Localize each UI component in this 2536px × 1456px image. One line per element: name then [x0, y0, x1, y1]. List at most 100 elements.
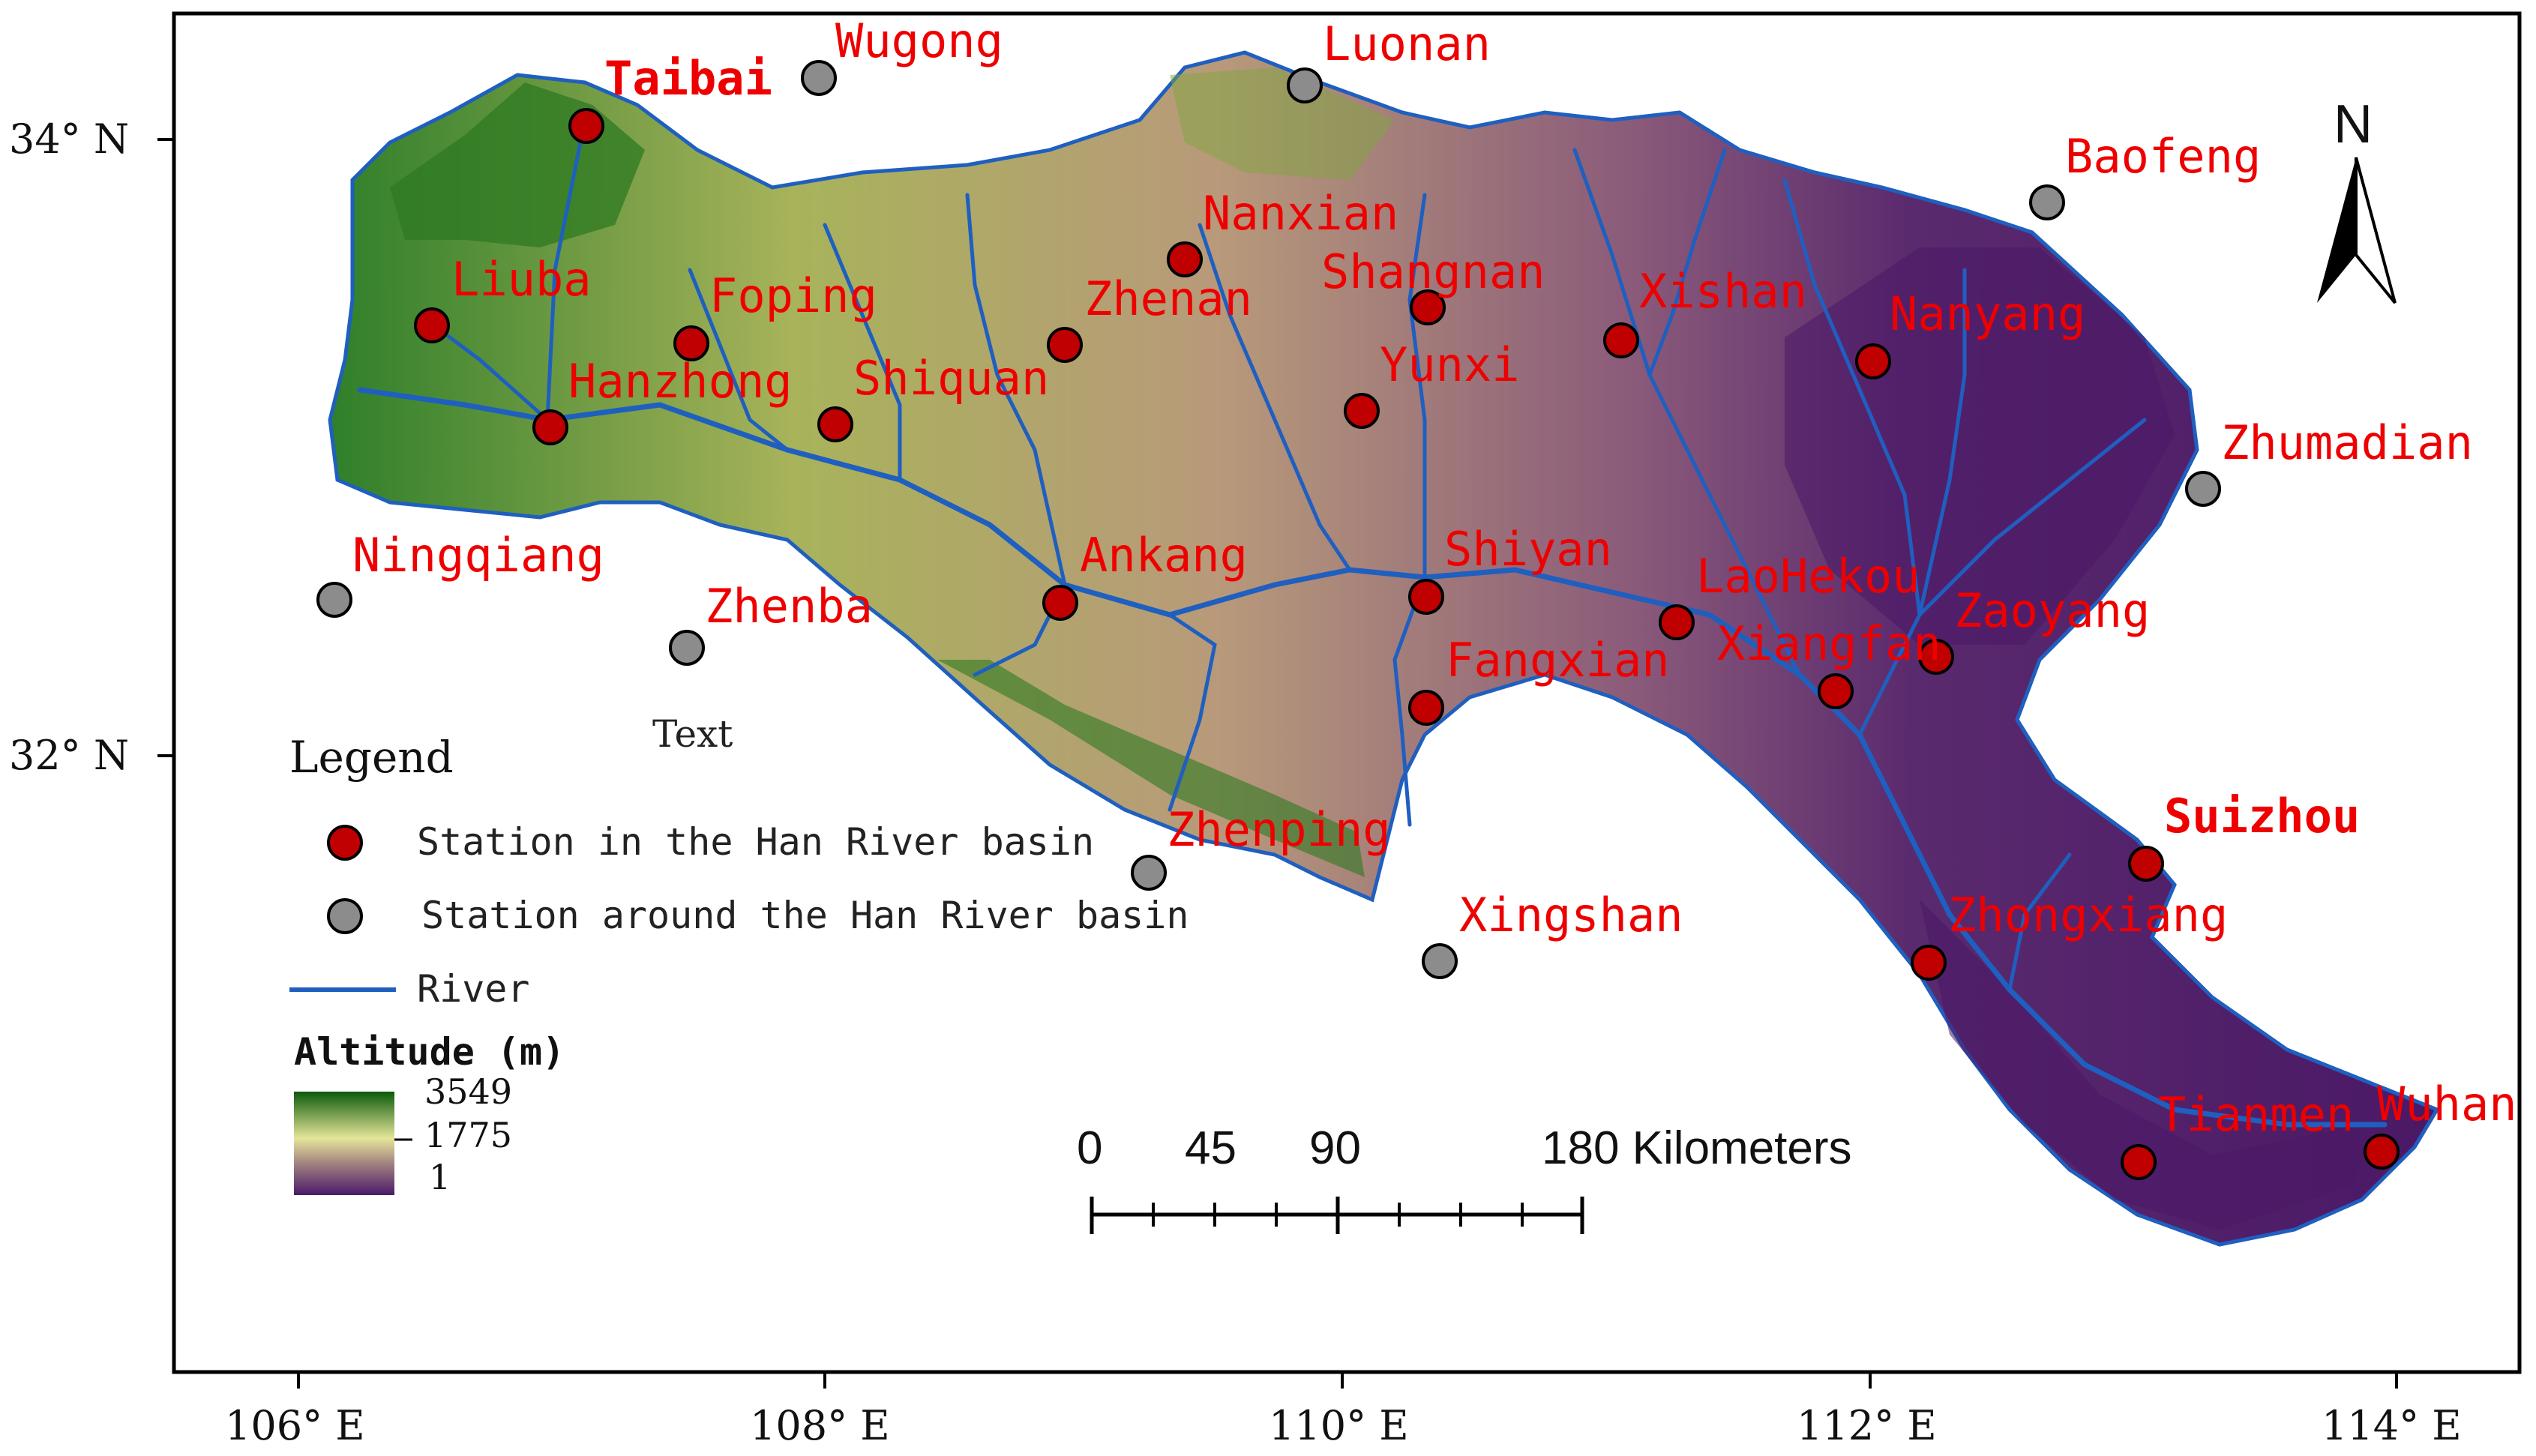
- lon-label-106: 106° E: [225, 1402, 365, 1449]
- station-marker-xishan: [1603, 322, 1639, 358]
- station-marker-fangxian: [1408, 690, 1444, 726]
- station-marker-zhenba: [669, 630, 705, 666]
- legend-river-label: River: [417, 967, 530, 1011]
- longitude-axis: 106° E 108° E 110° E 112° E 114° E: [225, 1372, 2462, 1449]
- river-trib-10: [1917, 418, 2147, 617]
- station-label-laohekou: LaoHekou: [1696, 549, 1920, 604]
- station-marker-zhongxiang: [1911, 945, 1947, 981]
- station-marker-zhenan: [1047, 327, 1083, 363]
- legend-station-in-label: Station in the Han River basin: [417, 820, 1094, 864]
- station-label-shiquan: Shiquan: [853, 351, 1049, 406]
- river-trib-5: [1198, 223, 1352, 572]
- station-marker-tianmen: [2121, 1144, 2157, 1180]
- station-label-shangnan: Shangnan: [1321, 244, 1545, 299]
- station-label-suizhou: Suizhou: [2164, 789, 2360, 843]
- station-label-xishan: Xishan: [1639, 264, 1807, 319]
- station-label-wugong: Wugong: [835, 13, 1003, 68]
- station-label-baofeng: Baofeng: [2065, 129, 2261, 184]
- lon-label-114: 114° E: [2322, 1402, 2462, 1449]
- lowland-patch-southeast: [1920, 900, 2362, 1230]
- legend-station-around-icon: [327, 898, 363, 934]
- station-label-luonan: Luonan: [1323, 16, 1491, 71]
- station-marker-suizhou: [2128, 846, 2164, 882]
- river-trib-3: [688, 268, 790, 452]
- north-arrow-left-half: [2317, 157, 2356, 303]
- station-marker-foping: [673, 325, 709, 361]
- river-trib-1: [545, 118, 587, 422]
- station-marker-wugong: [801, 60, 837, 96]
- station-label-zhenba: Zhenba: [705, 579, 873, 634]
- river-trib-6: [1407, 193, 1427, 580]
- station-label-zhongxiang: Zhongxiang: [1948, 888, 2228, 942]
- river-trib-16: [823, 223, 902, 482]
- lon-label-112: 112° E: [1797, 1402, 1937, 1449]
- station-marker-ankang: [1042, 585, 1078, 621]
- station-marker-luonan: [1287, 67, 1323, 103]
- station-marker-liuba: [414, 307, 450, 343]
- north-arrow-right-half: [2355, 157, 2397, 304]
- station-marker-nanxian: [1167, 241, 1203, 277]
- stations-in-group: Taibai Liuba Foping Hanzhong Shiquan Nan…: [414, 51, 2517, 1180]
- river-trib-9: [1917, 268, 1967, 617]
- station-marker-laohekou: [1659, 604, 1695, 640]
- legend-altitude-min: 1: [429, 1157, 451, 1197]
- river-trib-15: [1647, 148, 1727, 377]
- station-label-ankang: Ankang: [1080, 528, 1248, 583]
- legend-title: Legend: [289, 732, 454, 783]
- river-trib-4: [965, 193, 1067, 587]
- legend-altitude-ramp: [294, 1092, 394, 1195]
- scale-bar: 0 45 90 180 Kilometers: [1077, 1122, 1852, 1234]
- legend: Legend Station in the Han River basin St…: [289, 732, 1189, 1197]
- station-marker-hanzhong: [532, 409, 568, 445]
- legend-altitude-title: Altitude (m): [294, 1030, 565, 1074]
- lat-label-34: 34° N: [9, 115, 129, 163]
- river-trib-11: [1392, 575, 1427, 827]
- station-label-taibai: Taibai: [604, 51, 772, 106]
- river-trib-14: [2007, 852, 2072, 992]
- station-marker-xingshan: [1422, 943, 1458, 979]
- station-marker-yunxi: [1344, 393, 1380, 429]
- station-label-shiyan: Shiyan: [1444, 522, 1612, 577]
- scale-label-180: 180 Kilometers: [1542, 1122, 1852, 1174]
- station-marker-shangnan: [1410, 289, 1446, 325]
- legend-altitude-max: 3549: [424, 1071, 512, 1112]
- station-label-zhenan: Zhenan: [1084, 271, 1252, 326]
- station-marker-baofeng: [2029, 184, 2065, 220]
- station-marker-nanyang: [1855, 343, 1891, 379]
- scale-label-45: 45: [1185, 1122, 1237, 1174]
- river-trib-8: [1782, 178, 1922, 737]
- river-network: [357, 118, 2388, 1128]
- latitude-axis: 34° N 32° N: [9, 115, 174, 779]
- station-marker-zhumadian: [2185, 471, 2221, 507]
- station-label-wuhan: Wuhan: [2377, 1077, 2517, 1131]
- scale-label-0: 0: [1077, 1122, 1102, 1174]
- station-marker-shiyan: [1408, 579, 1444, 615]
- station-label-tianmen: Tianmen: [2158, 1087, 2354, 1142]
- station-marker-wuhan: [2364, 1134, 2400, 1170]
- lon-label-108: 108° E: [750, 1402, 890, 1449]
- river-trib-12: [1168, 613, 1217, 812]
- lat-label-32: 32° N: [9, 732, 129, 779]
- legend-altitude-mid: 1775: [424, 1115, 512, 1155]
- station-label-yunxi: Yunxi: [1380, 337, 1520, 392]
- station-label-xiangfan: Xiangfan: [1717, 616, 1941, 671]
- station-label-xingshan: Xingshan: [1459, 888, 1683, 942]
- scale-label-90: 90: [1309, 1122, 1361, 1174]
- placeholder-text: Text: [652, 712, 733, 756]
- station-label-zhenping: Zhenping: [1167, 802, 1391, 857]
- station-marker-taibai: [568, 108, 604, 144]
- highland-patch-south: [937, 660, 1365, 877]
- station-label-nanxian: Nanxian: [1203, 186, 1398, 241]
- station-label-ningqiang: Ningqiang: [352, 528, 604, 583]
- north-arrow-label: N: [2334, 94, 2373, 154]
- legend-station-in-icon: [327, 825, 363, 861]
- station-marker-xiangfan: [1818, 673, 1854, 709]
- stations-around-group: Wugong Luonan Baofeng Zhumadian Ningqian…: [316, 13, 2473, 979]
- station-label-fangxian: Fangxian: [1446, 633, 1670, 688]
- lon-label-110: 110° E: [1269, 1402, 1409, 1449]
- station-marker-zaoyang: [1918, 639, 1954, 675]
- north-arrow: N: [2317, 94, 2397, 304]
- legend-station-around-label: Station around the Han River basin: [421, 894, 1189, 937]
- station-label-zaoyang: Zaoyang: [1954, 583, 2150, 638]
